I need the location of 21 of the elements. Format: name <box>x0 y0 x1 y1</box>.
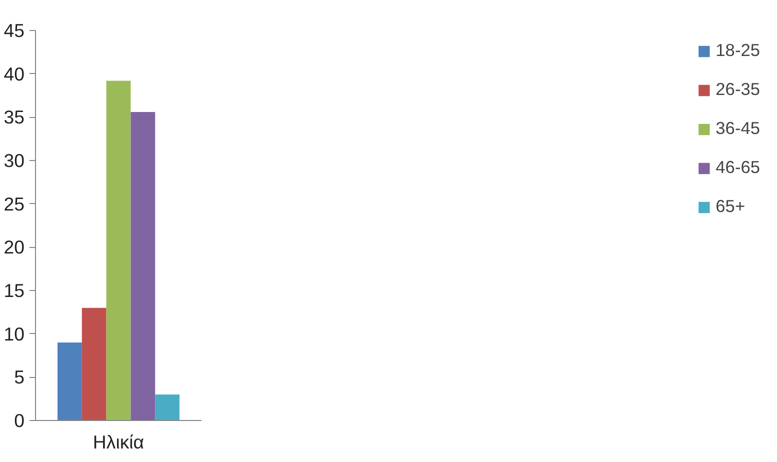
x-tick-label: Ηλικία <box>92 432 144 452</box>
y-tick-label: 15 <box>4 280 25 301</box>
bar <box>130 112 156 420</box>
y-tick-label: 0 <box>14 410 25 431</box>
legend-label: 36-45 <box>716 118 760 139</box>
bar <box>57 342 82 420</box>
y-tick-label: 40 <box>4 63 25 84</box>
bar <box>82 308 106 420</box>
legend-label: 46-65 <box>716 157 760 178</box>
bar <box>106 80 131 420</box>
y-tick-label: 30 <box>4 150 25 171</box>
y-tick-label: 25 <box>4 193 25 214</box>
y-tick-label: 10 <box>4 323 25 344</box>
y-tick-label: 20 <box>4 236 25 258</box>
legend-label: 26-35 <box>716 79 760 100</box>
legend-label: 18-25 <box>716 40 760 61</box>
legend-label: 65+ <box>716 196 746 217</box>
y-tick-label: 5 <box>14 366 25 388</box>
y-tick-label: 45 <box>4 20 25 41</box>
y-tick-label: 35 <box>4 106 25 128</box>
bar <box>155 394 180 420</box>
